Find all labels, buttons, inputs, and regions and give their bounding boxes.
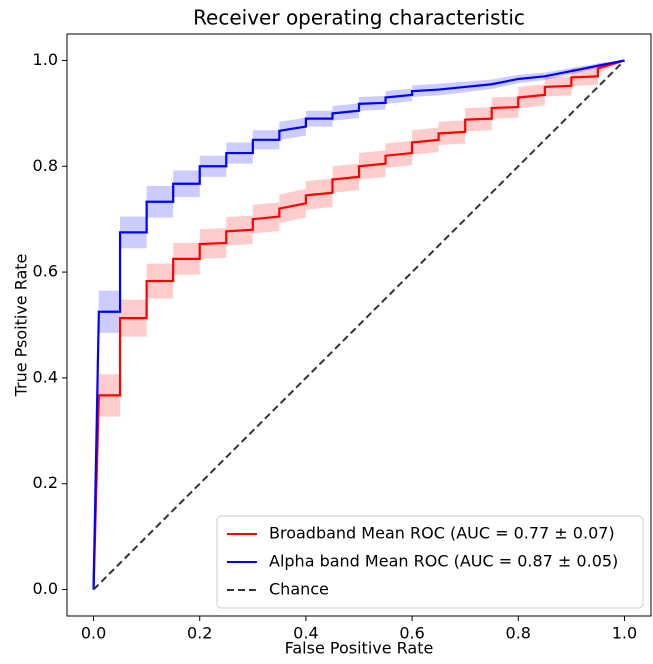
roc-line xyxy=(92,59,625,590)
y-tick-label: 0.8 xyxy=(33,156,58,175)
y-tick-label: 0.6 xyxy=(33,262,58,281)
legend-label: Alpha band Mean ROC (AUC = 0.87 ± 0.05) xyxy=(269,552,618,571)
chart-title: Receiver operating characteristic xyxy=(193,6,525,30)
x-tick-label: 0.6 xyxy=(399,624,424,643)
y-tick-label: 1.0 xyxy=(33,50,58,69)
y-tick-label: 0.4 xyxy=(33,367,58,386)
y-tick-label: 0.0 xyxy=(33,579,58,598)
x-tick-label: 0.2 xyxy=(187,624,212,643)
y-axis-label: True Psoitive Rate xyxy=(12,254,31,398)
legend: Broadband Mean ROC (AUC = 0.77 ± 0.07) Al… xyxy=(216,515,644,609)
roc-line xyxy=(92,59,625,590)
legend-label: Broadband Mean ROC (AUC = 0.77 ± 0.07) xyxy=(269,524,615,543)
legend-box xyxy=(216,515,644,609)
x-tick-label: 1.0 xyxy=(612,624,637,643)
x-tick-label: 0.0 xyxy=(81,624,106,643)
chance-line xyxy=(92,59,626,591)
y-tick-label: 0.2 xyxy=(33,473,58,492)
x-tick-label: 0.4 xyxy=(293,624,318,643)
plot-frame xyxy=(66,33,652,617)
x-axis-label: False Positive Rate xyxy=(285,639,434,658)
x-tick-label: 0.8 xyxy=(506,624,531,643)
legend-label: Chance xyxy=(269,580,329,599)
